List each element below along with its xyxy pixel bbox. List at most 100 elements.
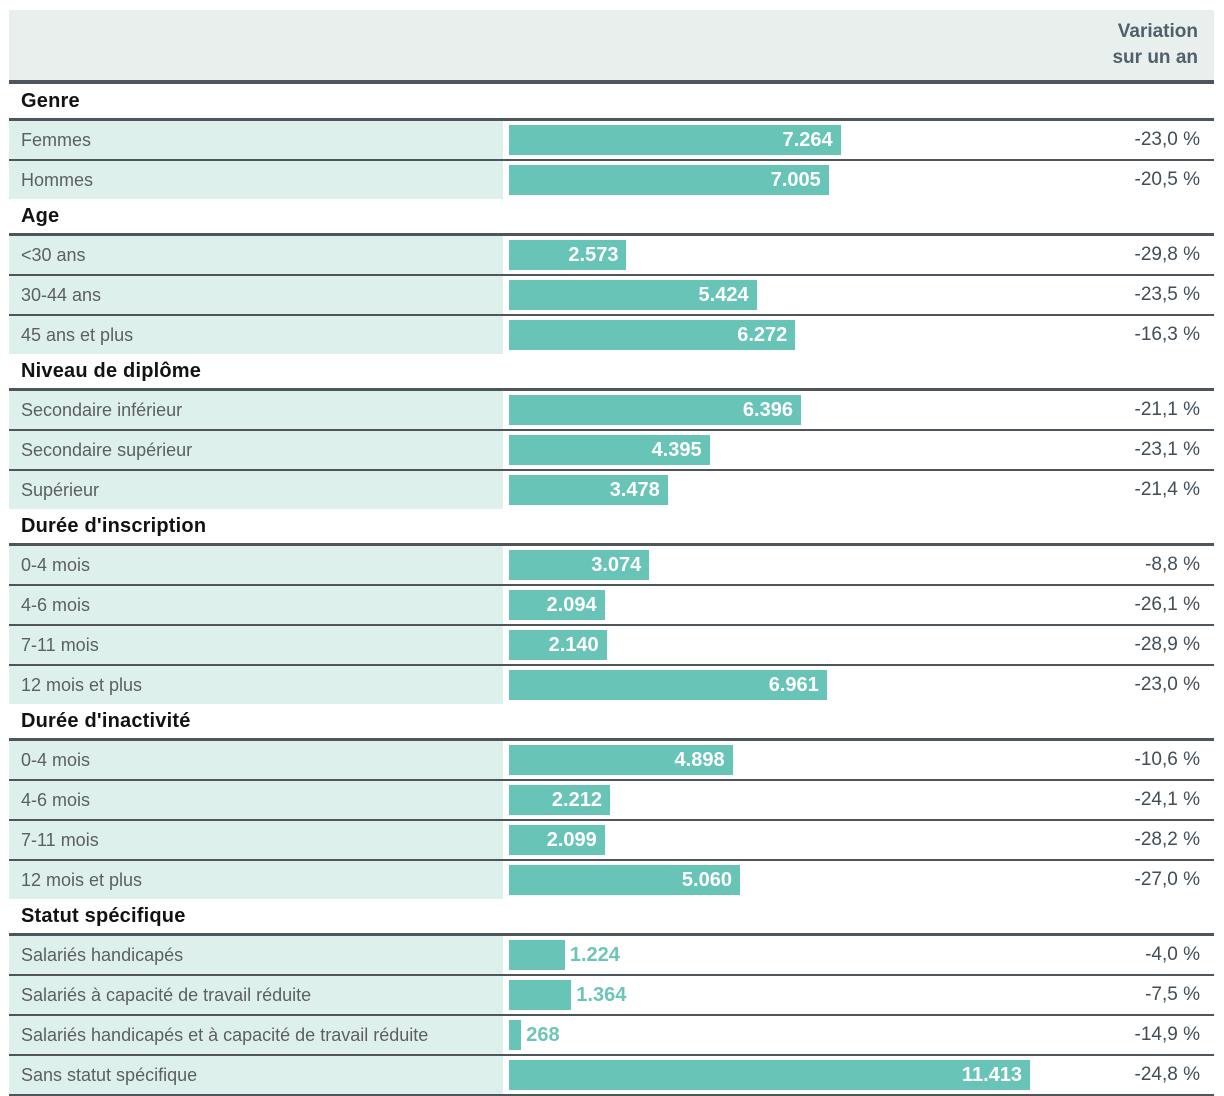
row-label: Salariés handicapés et à capacité de tra… xyxy=(9,1016,503,1054)
table-row: Secondaire inférieur 6.396 -21,1 % xyxy=(9,391,1214,429)
bar-cell: 2.099 xyxy=(503,821,1030,859)
bar-value-label: 268 xyxy=(526,1023,560,1046)
variation-header-line1: Variation xyxy=(1117,21,1198,42)
section-title: Durée d'inscription xyxy=(9,509,1214,546)
variation-value: -21,1 % xyxy=(1030,391,1214,429)
variation-value: -4,0 % xyxy=(1030,936,1214,974)
variation-value: -14,9 % xyxy=(1030,1016,1214,1054)
row-label: 7-11 mois xyxy=(9,821,503,859)
value-bar: 268 xyxy=(509,1020,560,1050)
bar-value-label: 3.074 xyxy=(591,553,642,576)
table-row: Salariés handicapés 1.224 -4,0 % xyxy=(9,936,1214,974)
value-bar: 1.224 xyxy=(509,940,620,970)
table-row: 4-6 mois 2.212 -24,1 % xyxy=(9,779,1214,819)
value-bar: 4.898 xyxy=(509,745,733,775)
bar-cell: 2.140 xyxy=(503,626,1030,664)
value-bar: 4.395 xyxy=(509,435,710,465)
table-header: Variation sur un an xyxy=(9,10,1214,84)
value-bar: 5.060 xyxy=(509,865,740,895)
bar-value-label: 2.140 xyxy=(548,633,599,656)
row-label: 7-11 mois xyxy=(9,626,503,664)
section-rows: Femmes 7.264 -23,0 % Hommes 7.005 -20,5 … xyxy=(9,121,1214,199)
bar-cell: 6.396 xyxy=(503,391,1030,429)
row-label: 12 mois et plus xyxy=(9,666,503,704)
bar-cell: 4.898 xyxy=(503,741,1030,779)
table-section: Durée d'inscription 0-4 mois 3.074 -8,8 … xyxy=(9,509,1214,704)
value-bar: 1.364 xyxy=(509,980,626,1010)
section-rows: 0-4 mois 4.898 -10,6 % 4-6 mois 2.212 -2… xyxy=(9,741,1214,899)
table-row: Secondaire supérieur 4.395 -23,1 % xyxy=(9,429,1214,469)
bar-value-label: 7.005 xyxy=(770,168,821,191)
bar-value-label: 1.224 xyxy=(569,943,620,966)
bar-cell: 5.424 xyxy=(503,276,1030,314)
bar-value-label: 5.060 xyxy=(681,868,732,891)
bar-cell: 7.264 xyxy=(503,121,1030,159)
table-row: 12 mois et plus 6.961 -23,0 % xyxy=(9,664,1214,704)
bar-cell: 4.395 xyxy=(503,431,1030,469)
value-bar: 3.074 xyxy=(509,550,650,580)
variation-value: -24,1 % xyxy=(1030,781,1214,819)
variation-value: -23,0 % xyxy=(1030,666,1214,704)
row-label: 12 mois et plus xyxy=(9,861,503,899)
statistics-table: Variation sur un an Genre Femmes 7.264 -… xyxy=(9,10,1214,1096)
row-label: <30 ans xyxy=(9,236,503,274)
bar-value-label: 2.099 xyxy=(546,828,597,851)
row-label: Secondaire supérieur xyxy=(9,431,503,469)
bar-cell: 11.413 xyxy=(503,1056,1030,1094)
section-title: Niveau de diplôme xyxy=(9,354,1214,391)
table-row: Salariés à capacité de travail réduite 1… xyxy=(9,974,1214,1014)
row-label: 4-6 mois xyxy=(9,586,503,624)
variation-value: -10,6 % xyxy=(1030,741,1214,779)
bar-value-label: 3.478 xyxy=(609,478,660,501)
row-label: Femmes xyxy=(9,121,503,159)
bar-cell: 1.364 xyxy=(503,976,1030,1014)
bar-value-label: 6.961 xyxy=(768,673,819,696)
table-row: Salariés handicapés et à capacité de tra… xyxy=(9,1014,1214,1054)
bar-value-label: 2.573 xyxy=(568,243,619,266)
row-label: 30-44 ans xyxy=(9,276,503,314)
bar-value-label: 5.424 xyxy=(698,283,749,306)
variation-value: -29,8 % xyxy=(1030,236,1214,274)
table-body: Genre Femmes 7.264 -23,0 % Hommes 7.005 … xyxy=(9,84,1214,1094)
value-bar: 7.005 xyxy=(509,165,829,195)
bar-cell: 2.212 xyxy=(503,781,1030,819)
table-row: <30 ans 2.573 -29,8 % xyxy=(9,236,1214,274)
bar-value-label: 6.396 xyxy=(742,398,793,421)
value-bar: 7.264 xyxy=(509,125,841,155)
row-label: 4-6 mois xyxy=(9,781,503,819)
variation-value: -21,4 % xyxy=(1030,471,1214,509)
table-row: 12 mois et plus 5.060 -27,0 % xyxy=(9,859,1214,899)
row-label: Salariés handicapés xyxy=(9,936,503,974)
variation-value: -27,0 % xyxy=(1030,861,1214,899)
variation-value: -7,5 % xyxy=(1030,976,1214,1014)
section-rows: <30 ans 2.573 -29,8 % 30-44 ans 5.424 -2… xyxy=(9,236,1214,354)
bar-cell: 7.005 xyxy=(503,161,1030,199)
table-row: Hommes 7.005 -20,5 % xyxy=(9,159,1214,199)
row-label: Supérieur xyxy=(9,471,503,509)
row-label: Sans statut spécifique xyxy=(9,1056,503,1094)
value-bar: 11.413 xyxy=(509,1060,1030,1090)
variation-value: -24,8 % xyxy=(1030,1056,1214,1094)
variation-value: -26,1 % xyxy=(1030,586,1214,624)
value-bar: 2.099 xyxy=(509,825,605,855)
bar-value-label: 2.094 xyxy=(546,593,597,616)
table-row: 4-6 mois 2.094 -26,1 % xyxy=(9,584,1214,624)
bar-value-label: 4.395 xyxy=(651,438,702,461)
table-row: 7-11 mois 2.140 -28,9 % xyxy=(9,624,1214,664)
value-bar: 2.140 xyxy=(509,630,607,660)
variation-header-line2: sur un an xyxy=(1112,47,1198,68)
value-bar: 6.272 xyxy=(509,320,796,350)
variation-column-header: Variation sur un an xyxy=(1112,19,1214,71)
table-row: 0-4 mois 3.074 -8,8 % xyxy=(9,546,1214,584)
section-rows: Salariés handicapés 1.224 -4,0 % Salarié… xyxy=(9,936,1214,1094)
table-section: Age <30 ans 2.573 -29,8 % 30-44 ans 5.42… xyxy=(9,199,1214,354)
row-label: 0-4 mois xyxy=(9,546,503,584)
variation-value: -28,9 % xyxy=(1030,626,1214,664)
value-bar: 3.478 xyxy=(509,475,668,505)
bar-cell: 6.272 xyxy=(503,316,1030,354)
bar-value-label: 11.413 xyxy=(961,1063,1022,1086)
table-row: 45 ans et plus 6.272 -16,3 % xyxy=(9,314,1214,354)
variation-value: -16,3 % xyxy=(1030,316,1214,354)
section-rows: Secondaire inférieur 6.396 -21,1 % Secon… xyxy=(9,391,1214,509)
bar-value-label: 1.364 xyxy=(576,983,627,1006)
